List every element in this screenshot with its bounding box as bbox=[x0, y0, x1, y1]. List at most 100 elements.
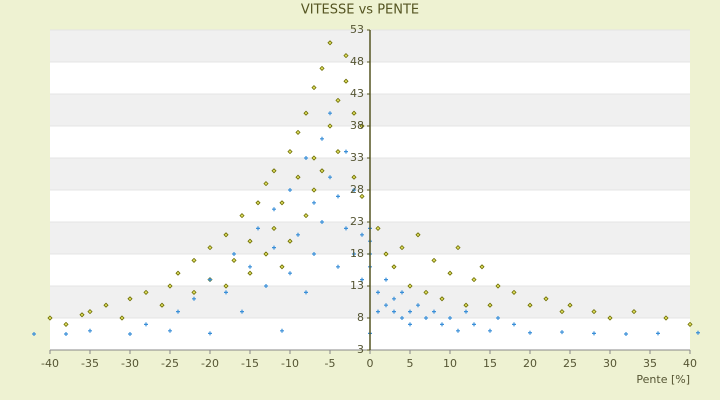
point bbox=[343, 78, 349, 84]
point bbox=[447, 270, 453, 276]
x-tick-label: 25 bbox=[563, 357, 577, 370]
point bbox=[496, 316, 500, 320]
point bbox=[159, 302, 165, 308]
point bbox=[303, 213, 309, 219]
point bbox=[607, 315, 613, 321]
point bbox=[511, 289, 517, 295]
point bbox=[591, 309, 597, 315]
point bbox=[128, 332, 132, 336]
point bbox=[479, 264, 485, 270]
point bbox=[295, 174, 301, 180]
point bbox=[47, 315, 53, 321]
point bbox=[336, 194, 340, 199]
point bbox=[624, 332, 628, 336]
x-tick-label: -35 bbox=[81, 357, 99, 370]
point bbox=[256, 226, 260, 231]
point bbox=[311, 155, 317, 161]
point bbox=[143, 289, 149, 295]
point bbox=[463, 302, 469, 308]
point bbox=[543, 296, 549, 302]
point bbox=[407, 283, 413, 289]
x-tick-label: -30 bbox=[121, 357, 139, 370]
point bbox=[103, 302, 109, 308]
point bbox=[488, 328, 492, 333]
point bbox=[656, 331, 660, 336]
point bbox=[360, 277, 364, 282]
point bbox=[528, 330, 532, 335]
x-tick-label: 5 bbox=[407, 357, 414, 370]
point bbox=[208, 331, 212, 336]
point bbox=[328, 175, 332, 180]
point bbox=[127, 296, 133, 302]
point bbox=[352, 188, 356, 192]
x-tick-label: 30 bbox=[603, 357, 617, 370]
point bbox=[424, 316, 428, 320]
point bbox=[288, 271, 292, 276]
point bbox=[263, 181, 269, 187]
point bbox=[376, 290, 380, 295]
point bbox=[400, 290, 404, 295]
x-tick-label: -20 bbox=[201, 357, 219, 370]
point bbox=[224, 290, 228, 295]
point bbox=[439, 296, 445, 302]
point bbox=[64, 332, 68, 336]
point bbox=[687, 321, 693, 327]
y-tick-label: 38 bbox=[350, 119, 364, 132]
point bbox=[352, 252, 356, 256]
point bbox=[263, 251, 269, 257]
point bbox=[415, 232, 421, 238]
point bbox=[495, 283, 501, 289]
point bbox=[455, 245, 461, 251]
point bbox=[384, 303, 388, 308]
point bbox=[408, 309, 412, 314]
point bbox=[191, 257, 197, 263]
y-tick-label: 13 bbox=[350, 279, 364, 292]
point bbox=[376, 309, 380, 314]
point bbox=[63, 321, 69, 327]
x-tick-label: 0 bbox=[367, 357, 374, 370]
point bbox=[400, 316, 404, 320]
point bbox=[168, 328, 172, 333]
x-tick-label: 15 bbox=[483, 357, 497, 370]
point bbox=[232, 252, 236, 256]
point bbox=[287, 149, 293, 155]
point bbox=[336, 264, 340, 269]
y-tick-label: 48 bbox=[350, 55, 364, 68]
point bbox=[663, 315, 669, 321]
point bbox=[287, 238, 293, 244]
point bbox=[327, 40, 333, 46]
point bbox=[359, 193, 365, 199]
point bbox=[288, 188, 292, 192]
y-tick-label: 8 bbox=[357, 311, 364, 324]
point bbox=[271, 168, 277, 174]
point bbox=[360, 232, 364, 237]
y-tick-label: 43 bbox=[350, 87, 364, 100]
x-tick-label: -5 bbox=[325, 357, 336, 370]
point bbox=[335, 149, 341, 155]
point bbox=[431, 257, 437, 263]
point bbox=[191, 289, 197, 295]
point bbox=[320, 136, 324, 141]
point bbox=[391, 264, 397, 270]
point bbox=[631, 309, 637, 315]
point bbox=[383, 251, 389, 257]
point bbox=[279, 264, 285, 270]
point bbox=[79, 312, 85, 318]
point bbox=[487, 302, 493, 308]
point bbox=[248, 264, 252, 269]
point bbox=[247, 270, 253, 276]
point bbox=[384, 277, 388, 282]
point bbox=[311, 187, 317, 193]
point bbox=[279, 200, 285, 206]
point bbox=[512, 322, 516, 327]
point bbox=[319, 65, 325, 71]
point bbox=[296, 232, 300, 237]
point bbox=[351, 110, 357, 116]
point bbox=[344, 149, 348, 154]
point bbox=[247, 238, 253, 244]
point bbox=[359, 123, 365, 129]
point bbox=[176, 309, 180, 314]
point bbox=[239, 213, 245, 219]
x-tick-label: -25 bbox=[161, 357, 179, 370]
point bbox=[696, 330, 700, 335]
